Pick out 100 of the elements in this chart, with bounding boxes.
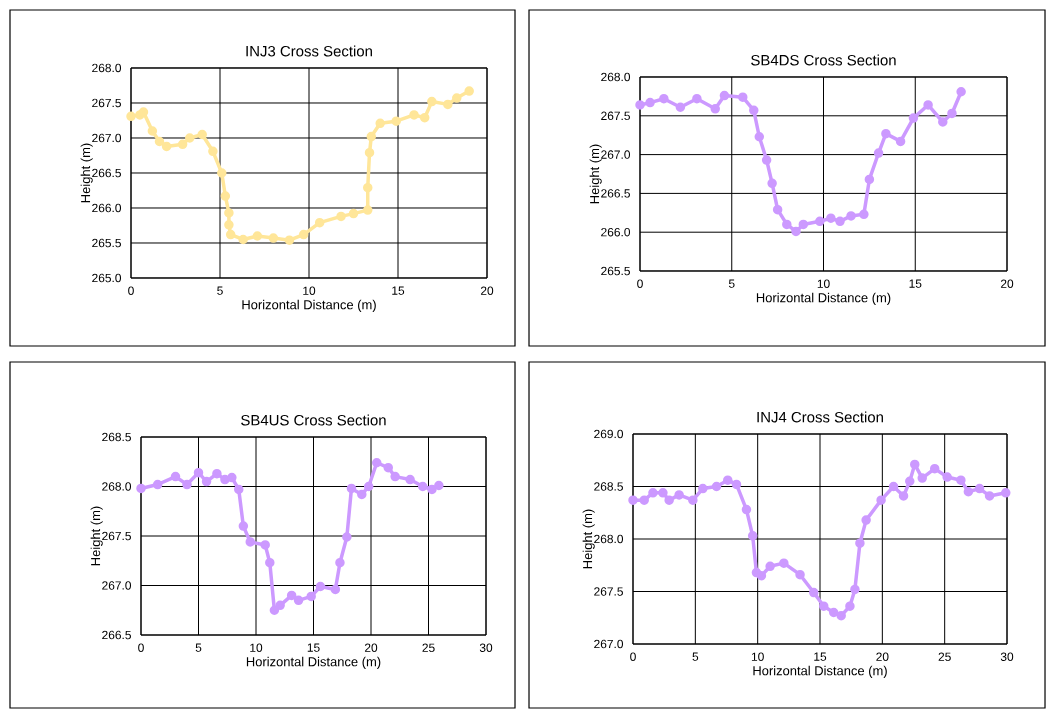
point [314, 217, 325, 228]
point [639, 495, 649, 505]
x-axis-title: Horizontal Distance (m) [753, 665, 887, 678]
chart-title: INJ4 Cross Section [757, 411, 883, 423]
y-axis-title: Height (m) [90, 506, 103, 566]
point [659, 93, 669, 104]
point [391, 116, 401, 126]
point [861, 515, 871, 525]
x-tick-label: 20 [364, 643, 378, 652]
y-tick-label: 266.5 [102, 630, 131, 640]
x-tick-label: 0 [637, 279, 643, 288]
point [154, 136, 165, 147]
point [372, 457, 382, 468]
point [888, 481, 899, 492]
point [711, 481, 722, 492]
point [184, 133, 195, 143]
x-tick-label: 25 [422, 643, 435, 652]
x-tick-label: 20 [876, 652, 889, 661]
chart-title: SB4DS Cross Section [751, 54, 896, 66]
x-tick-label: 15 [814, 652, 827, 661]
point [269, 605, 280, 615]
point [225, 229, 236, 240]
point [984, 491, 995, 501]
point [635, 100, 645, 110]
point [405, 474, 415, 485]
point [306, 591, 316, 602]
point [819, 601, 829, 611]
point [756, 571, 767, 581]
point [212, 468, 222, 479]
point [698, 483, 708, 494]
point [224, 208, 234, 218]
x-tick-label: 30 [1000, 652, 1014, 661]
point [201, 476, 212, 487]
y-tick-label: 266.5 [601, 189, 630, 198]
x-axis-title: Horizontal Distance (m) [756, 292, 891, 305]
point [208, 146, 218, 157]
point [1001, 488, 1011, 498]
point [628, 495, 638, 505]
x-tick-label: 10 [303, 286, 316, 295]
point [741, 504, 752, 515]
point [836, 610, 846, 621]
point [220, 191, 231, 201]
point [658, 488, 668, 498]
x-tick-label: 0 [128, 286, 134, 295]
point [427, 96, 437, 107]
point [366, 131, 377, 142]
point [864, 174, 875, 185]
point [895, 136, 906, 147]
chart-title: SB4US Cross Section [241, 414, 386, 426]
point [330, 584, 341, 595]
point [238, 521, 249, 531]
point [859, 209, 869, 220]
point [898, 491, 909, 501]
point [782, 219, 792, 230]
y-tick-label: 268.0 [102, 482, 132, 491]
x-tick-label: 10 [250, 643, 263, 652]
point [747, 531, 758, 541]
point [938, 117, 948, 127]
x-tick-label: 10 [817, 279, 830, 288]
point [220, 474, 230, 485]
point [798, 219, 809, 230]
x-tick-label: 30 [479, 643, 493, 652]
point [217, 168, 227, 178]
point [761, 155, 772, 165]
y-tick-label: 265.5 [601, 266, 630, 276]
x-tick-label: 0 [138, 643, 144, 652]
point [765, 561, 775, 572]
point [126, 111, 136, 122]
point [275, 600, 285, 611]
point [136, 483, 146, 494]
x-axis-title: Horizontal Distance (m) [246, 656, 381, 669]
point [974, 483, 985, 494]
point [963, 487, 974, 497]
point [177, 139, 188, 150]
point [645, 97, 655, 108]
point [293, 595, 304, 606]
point [234, 484, 244, 495]
point [956, 475, 966, 485]
point [692, 93, 702, 104]
point [383, 462, 393, 473]
point [418, 481, 428, 492]
x-axis-title: Horizontal Distance (m) [242, 299, 376, 312]
chart-title: INJ3 Cross Section [246, 45, 372, 57]
point [298, 229, 309, 240]
point [815, 216, 825, 227]
point [409, 110, 419, 120]
y-axis-title: Height (m) [589, 144, 602, 204]
y-tick-label: 267.5 [594, 587, 623, 596]
point [688, 495, 698, 505]
point [835, 216, 845, 227]
point [362, 182, 373, 193]
point [876, 495, 886, 505]
point [284, 235, 295, 245]
point [881, 128, 891, 139]
point [917, 473, 927, 483]
x-tick-label: 5 [217, 286, 223, 295]
point [772, 204, 783, 215]
point [268, 233, 279, 243]
y-tick-label: 267.0 [92, 133, 122, 143]
x-tick-label: 15 [909, 279, 922, 288]
